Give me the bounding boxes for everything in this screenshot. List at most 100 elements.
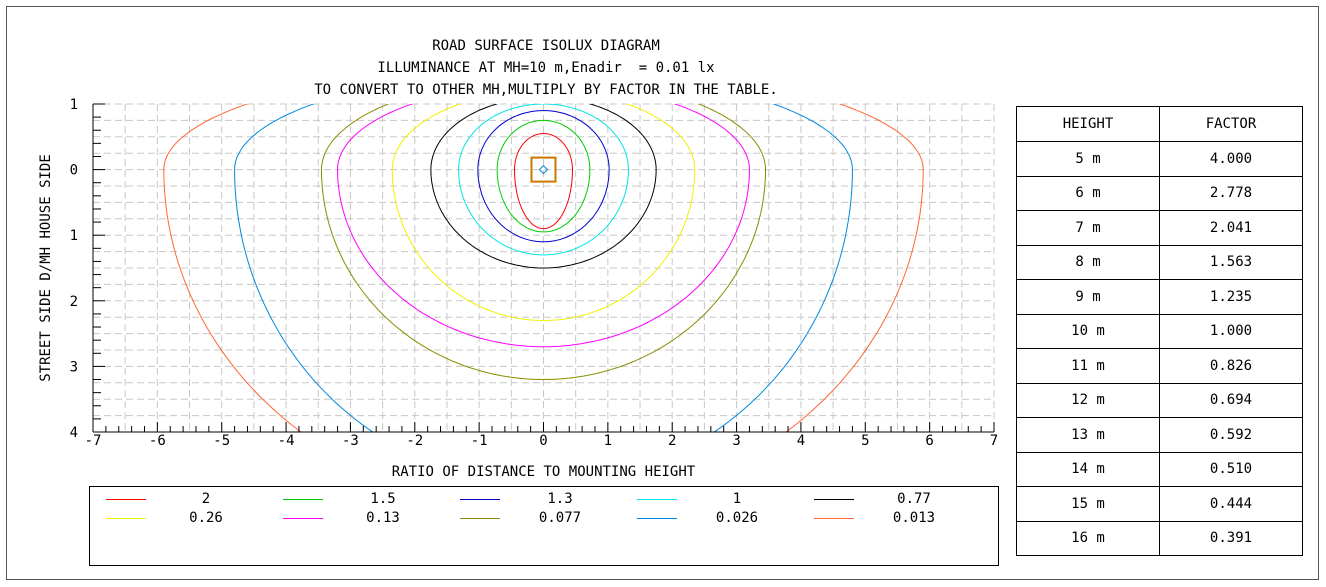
y-tick-label: 2 [70, 294, 78, 310]
height-cell: 11 m [1016, 348, 1160, 384]
height-cell: 14 m [1016, 451, 1160, 487]
table-row: 14 m 0.510 [1016, 451, 1303, 487]
legend-label: 0.013 [892, 510, 936, 526]
table-row: 13 m 0.592 [1016, 417, 1303, 453]
legend-item: 2 [106, 491, 276, 507]
chart-subtitle: ILLUMINANCE AT MH=10 m,Enadir = 0.01 lx [377, 60, 715, 76]
isolux-contour-0.013 [163, 104, 924, 432]
legend-label: 1.5 [370, 491, 396, 507]
legend-label: 0.26 [189, 510, 223, 526]
isolux-contour-0.77 [430, 104, 657, 269]
factor-table: HEIGHT FACTOR 5 m 4.000 6 m 2.778 7 m 2.041 8 … [1016, 106, 1303, 556]
legend-label: 1.3 [547, 491, 573, 507]
height-cell: 10 m [1016, 313, 1160, 349]
legend-label: 1 [732, 491, 742, 507]
x-tick-label: 1 [604, 433, 612, 449]
legend: 2 1.5 1.3 1 0.77 0.26 0.13 0.077 0.026 0.013 [89, 486, 999, 566]
factor-cell: 4.000 [1159, 141, 1303, 177]
x-tick-label: 5 [861, 433, 869, 449]
nadir-marker [538, 164, 549, 175]
legend-swatch [637, 518, 677, 519]
y-tick-label: 1 [70, 97, 78, 113]
factor-cell: 1.235 [1159, 279, 1303, 315]
x-tick-label: -5 [213, 433, 230, 449]
legend-swatch [106, 499, 146, 500]
x-tick-label: 3 [732, 433, 740, 449]
legend-item: 0.026 [637, 510, 807, 526]
legend-item: 0.077 [460, 510, 630, 526]
x-tick-label: -3 [342, 433, 359, 449]
isolux-contour-2 [514, 133, 573, 230]
legend-item: 0.013 [814, 510, 984, 526]
x-axis-label: RATIO OF DISTANCE TO MOUNTING HEIGHT [392, 464, 696, 480]
table-row: 11 m 0.826 [1016, 348, 1303, 384]
legend-swatch [814, 518, 854, 519]
table-row: 15 m 0.444 [1016, 486, 1303, 522]
table-row: 8 m 1.563 [1016, 244, 1303, 280]
legend-item: 1.3 [460, 491, 630, 507]
factor-cell: 0.444 [1159, 486, 1303, 522]
isolux-contour-1.3 [477, 110, 610, 243]
legend-item: 0.13 [283, 510, 453, 526]
height-cell: 12 m [1016, 382, 1160, 418]
x-tick-label: 0 [539, 433, 547, 449]
isolux-contour-1 [457, 104, 629, 256]
factor-column-header: FACTOR [1159, 106, 1303, 142]
legend-item: 0.26 [106, 510, 276, 526]
factor-cell: 2.778 [1159, 175, 1303, 211]
x-tick-label: 4 [797, 433, 805, 449]
factor-table-header-row: HEIGHT FACTOR [1016, 106, 1303, 142]
legend-label: 2 [201, 491, 211, 507]
legend-swatch [283, 518, 323, 519]
legend-label: 0.026 [715, 510, 759, 526]
factor-cell: 2.041 [1159, 210, 1303, 246]
isolux-contour-1.5 [496, 119, 591, 233]
legend-label: 0.077 [538, 510, 582, 526]
legend-swatch [283, 499, 323, 500]
table-row: 10 m 1.000 [1016, 313, 1303, 349]
y-tick-label: 1 [70, 228, 78, 244]
factor-cell: 0.826 [1159, 348, 1303, 384]
height-cell: 6 m [1016, 175, 1160, 211]
height-cell: 15 m [1016, 486, 1160, 522]
height-cell: 8 m [1016, 244, 1160, 280]
table-row: 12 m 0.694 [1016, 382, 1303, 418]
height-cell: 5 m [1016, 141, 1160, 177]
legend-item: 1 [637, 491, 807, 507]
factor-cell: 1.563 [1159, 244, 1303, 280]
table-row: 6 m 2.778 [1016, 175, 1303, 211]
table-row: 9 m 1.235 [1016, 279, 1303, 315]
factor-cell: 0.592 [1159, 417, 1303, 453]
legend-item: 0.77 [814, 491, 984, 507]
legend-swatch [637, 499, 677, 500]
x-tick-label: -7 [85, 433, 102, 449]
chart-note: TO CONVERT TO OTHER MH,MULTIPLY BY FACTO… [314, 82, 778, 98]
legend-swatch [106, 518, 146, 519]
height-cell: 9 m [1016, 279, 1160, 315]
x-tick-label: -2 [406, 433, 423, 449]
isolux-contour-0.077 [321, 104, 766, 381]
y-axis-label: STREET SIDE D/MH HOUSE SIDE [38, 154, 54, 382]
legend-swatch [460, 518, 500, 519]
table-row: 16 m 0.391 [1016, 520, 1303, 556]
isolux-contour-0.26 [391, 104, 696, 322]
x-tick-label: -6 [149, 433, 166, 449]
factor-cell: 0.694 [1159, 382, 1303, 418]
legend-label: 0.77 [897, 491, 931, 507]
y-tick-label: 0 [70, 163, 78, 179]
table-row: 5 m 4.000 [1016, 141, 1303, 177]
height-column-header: HEIGHT [1016, 106, 1160, 142]
x-tick-label: -1 [471, 433, 488, 449]
x-tick-label: 7 [990, 433, 998, 449]
isolux-contour-0.13 [337, 104, 750, 348]
height-cell: 13 m [1016, 417, 1160, 453]
legend-swatch [814, 499, 854, 500]
isolux-contour-0.026 [234, 104, 853, 432]
diagram-frame [6, 6, 1319, 580]
luminaire-marker [530, 156, 557, 183]
legend-swatch [460, 499, 500, 500]
height-cell: 16 m [1016, 520, 1160, 556]
y-tick-label: 3 [70, 359, 78, 375]
factor-cell: 1.000 [1159, 313, 1303, 349]
